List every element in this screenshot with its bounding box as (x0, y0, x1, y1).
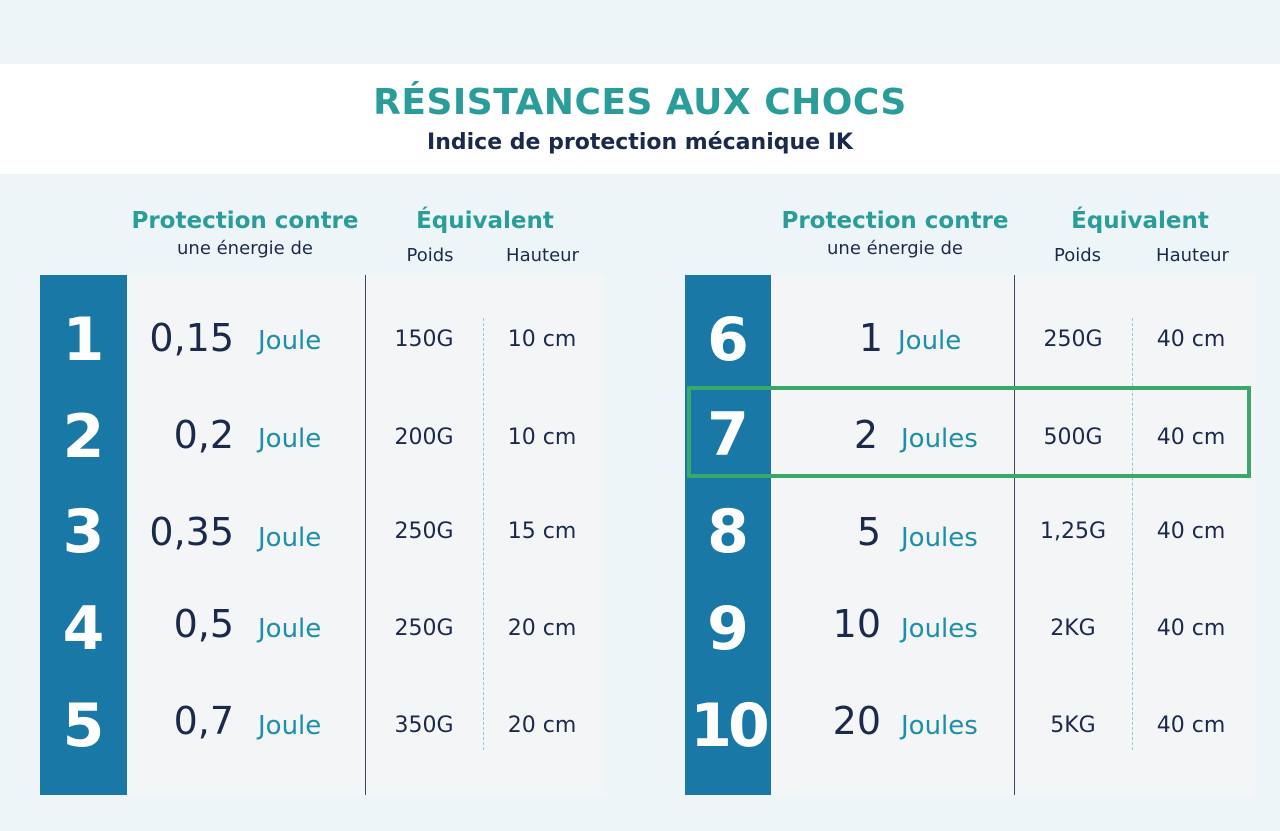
page-title: RÉSISTANCES AUX CHOCS (373, 82, 907, 123)
height-value: 10 cm (507, 425, 577, 450)
ik-index: 5 (62, 691, 105, 761)
right-header-equivalent: Équivalent (1035, 208, 1245, 234)
right-divider (1014, 275, 1015, 795)
left-header-protection: Protection contre une énergie de (120, 208, 370, 259)
energy-unit: Joule (258, 424, 322, 454)
ik-index: 8 (707, 497, 749, 567)
ik-index: 3 (62, 497, 105, 567)
height-value: 40 cm (1156, 425, 1226, 450)
header-protection: Protection contre (781, 208, 1009, 234)
ik-index: 2 (62, 402, 105, 472)
ik-index: 6 (707, 305, 749, 375)
right-header-height: Hauteur (1156, 245, 1229, 266)
height-value: 15 cm (507, 519, 577, 544)
energy-unit: Joules (901, 711, 978, 741)
ik7-highlight-frame (687, 386, 1251, 478)
weight-value: 2KG (1050, 616, 1096, 641)
left-table-panel (40, 275, 605, 795)
energy-value: 10 (832, 602, 881, 646)
height-value: 40 cm (1156, 616, 1226, 641)
left-divider (365, 275, 366, 795)
ik-index: 7 (707, 400, 749, 470)
energy-unit: Joules (901, 614, 978, 644)
energy-unit: Joules (901, 424, 978, 454)
energy-value: 0,5 (173, 602, 234, 646)
header-energy: une énergie de (827, 238, 963, 259)
right-header-protection: Protection contre une énergie de (770, 208, 1020, 259)
energy-unit: Joule (258, 326, 322, 356)
right-header-weight: Poids (1053, 245, 1102, 266)
title-banner: RÉSISTANCES AUX CHOCS Indice de protecti… (0, 64, 1280, 174)
energy-value: 1 (858, 316, 883, 360)
energy-value: 0,15 (149, 316, 234, 360)
weight-value: 250G (394, 519, 454, 544)
left-dashed-divider (483, 318, 484, 750)
energy-value: 0,2 (173, 413, 234, 457)
weight-value: 500G (1043, 425, 1103, 450)
left-ik-strip (40, 275, 127, 795)
energy-unit: Joule (258, 711, 322, 741)
energy-unit: Joule (898, 326, 962, 356)
energy-value: 20 (832, 699, 881, 743)
right-table-panel (685, 275, 1255, 795)
height-value: 10 cm (507, 327, 577, 352)
weight-value: 5KG (1050, 713, 1096, 738)
ik-index: 4 (62, 594, 105, 664)
weight-value: 150G (394, 327, 454, 352)
weight-value: 1,25G (1039, 519, 1107, 544)
right-ik-strip (685, 275, 771, 795)
energy-value: 5 (856, 510, 881, 554)
energy-value: 0,7 (173, 699, 234, 743)
header-equivalent: Équivalent (1071, 208, 1209, 234)
height-value: 40 cm (1156, 327, 1226, 352)
page-subtitle: Indice de protection mécanique IK (427, 130, 853, 155)
ik-index: 10 (690, 691, 770, 761)
header-energy: une énergie de (177, 238, 313, 259)
weight-value: 200G (394, 425, 454, 450)
energy-value: 0,35 (149, 510, 234, 554)
left-header-height: Hauteur (506, 245, 579, 266)
height-value: 20 cm (507, 616, 577, 641)
energy-unit: Joules (901, 523, 978, 553)
header-equivalent: Équivalent (416, 208, 554, 234)
left-header-equivalent: Équivalent (380, 208, 590, 234)
energy-unit: Joule (258, 614, 322, 644)
weight-value: 350G (394, 713, 454, 738)
energy-value: 2 (853, 413, 878, 457)
header-protection: Protection contre (131, 208, 359, 234)
weight-value: 250G (394, 616, 454, 641)
energy-unit: Joule (258, 523, 322, 553)
height-value: 40 cm (1156, 713, 1226, 738)
height-value: 20 cm (507, 713, 577, 738)
right-dashed-divider (1132, 318, 1133, 750)
ik-index: 1 (62, 305, 105, 375)
left-header-weight: Poids (406, 245, 454, 266)
weight-value: 250G (1043, 327, 1103, 352)
height-value: 40 cm (1156, 519, 1226, 544)
ik-index: 9 (707, 594, 749, 664)
